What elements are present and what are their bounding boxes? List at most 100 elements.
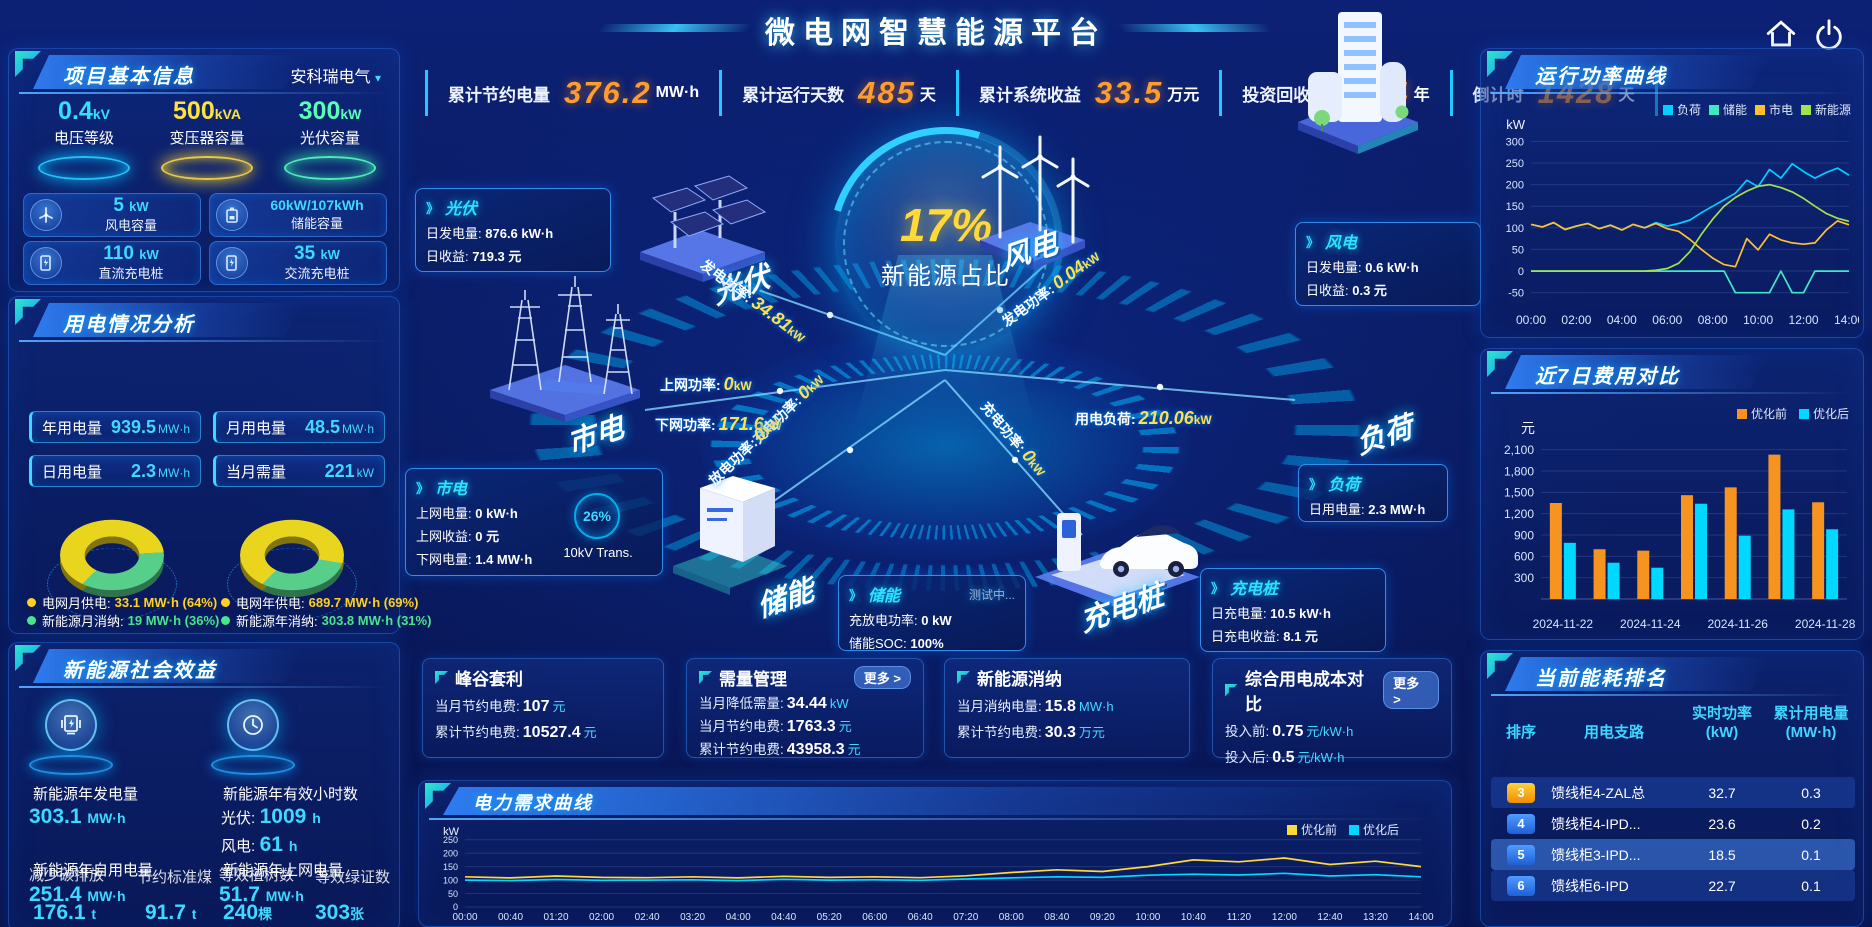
svg-text:13:20: 13:20 [1363, 912, 1388, 923]
spotlight-disc [161, 156, 253, 180]
table-row[interactable]: 4 馈线柜4-IPD... 23.6 0.2 [1491, 808, 1855, 839]
chevrons-icon: 》 [849, 587, 863, 603]
renewable-percent: 17% [899, 198, 993, 251]
table-row[interactable]: 5 馈线柜3-IPD... 18.5 0.1 [1491, 839, 1855, 870]
chevron-down-icon[interactable]: ▾ [374, 71, 381, 85]
card-wind-capacity: 5 kW 风电容量 [23, 193, 201, 237]
panel-title: 当前能耗排名 [1535, 668, 1667, 690]
panel-header-bar [1505, 657, 1769, 691]
legend-swatch [1736, 408, 1747, 419]
center-glow [700, 330, 1190, 560]
panel-title: 用电情况分析 [63, 314, 195, 336]
table-row[interactable]: 3 馈线柜4-ZAL总 32.7 0.3 [1491, 777, 1855, 808]
svg-text:250: 250 [1506, 158, 1524, 170]
wind-node-icon [955, 122, 1105, 277]
svg-text:06:40: 06:40 [908, 912, 933, 923]
svg-text:250: 250 [443, 835, 458, 845]
legend-swatch [1662, 104, 1673, 115]
panel-demand-curve: 电力需求曲线 优化前 优化后 kW 250 200 150 100 50 0 00:00 00:… [418, 780, 1452, 927]
panel-header-bar [33, 303, 302, 337]
svg-text:300: 300 [1506, 136, 1524, 148]
transformer-label: 10kV Trans. [563, 545, 633, 560]
legend-swatch [1287, 824, 1297, 835]
svg-text:14:00: 14:00 [1834, 313, 1859, 327]
chevrons-icon: 》 [1309, 476, 1323, 492]
legend-swatch [1798, 408, 1809, 419]
tree-value: 240棵 [223, 901, 273, 924]
svg-text:10:00: 10:00 [1135, 912, 1160, 923]
panel-corner-icon [15, 645, 41, 671]
panel-energy-ranking: 当前能耗排名 排序 用电支路 实时功率(kW) 累计用电量(MW·h) 3 馈线… [1480, 650, 1864, 927]
chevrons-icon: 》 [1306, 234, 1320, 250]
power-icon[interactable] [1812, 18, 1846, 52]
spotlight-disc [38, 156, 130, 180]
spot-transformer: 500kVA 变压器容量 [148, 97, 266, 180]
svg-text:300: 300 [1514, 571, 1534, 585]
wind-turbine-icon [30, 199, 62, 231]
svg-text:元: 元 [1521, 421, 1535, 436]
svg-text:2024-11-28: 2024-11-28 [1795, 617, 1856, 631]
svg-text:2024-11-22: 2024-11-22 [1533, 617, 1594, 631]
panel-header-bar [1505, 355, 1769, 389]
panel-title: 电力需求曲线 [473, 793, 593, 813]
more-button[interactable]: 更多 > [853, 666, 911, 689]
infobox-storage: 》储能 测试中... 充放电功率: 0 kW 储能SOC: 100% [838, 575, 1026, 651]
power-curve-legend: 负荷 储能 市电 新能源 [1662, 101, 1851, 118]
svg-text:100: 100 [443, 875, 458, 885]
more-button[interactable]: 更多 > [1383, 671, 1439, 709]
company-dropdown[interactable]: 安科瑞电气 ▾ [290, 69, 382, 86]
svg-text:05:20: 05:20 [817, 912, 842, 923]
self-use-value: 251.4 MW·h [29, 883, 126, 906]
pill-month-usage: 月用电量 48.5 MW·h [213, 411, 385, 443]
legend-dot [221, 616, 230, 625]
pv-hours: 光伏: 1009 h [221, 805, 321, 828]
panel-title: 近7日费用对比 [1535, 366, 1681, 388]
card-cost-compare: 综合用电成本对比 更多 > 投入前: 0.75 元/kW·h 投入后: 0.5 元/kW·… [1212, 658, 1452, 766]
solar-node-icon [625, 160, 775, 290]
svg-text:0: 0 [1518, 266, 1524, 278]
home-icon[interactable] [1764, 18, 1798, 52]
storage-node-icon [655, 448, 805, 613]
kpi-saved-energy: 累计节约电量 376.2 MW·h [425, 70, 719, 116]
legend-dot [221, 598, 230, 607]
svg-text:00:00: 00:00 [452, 912, 477, 923]
svg-text:04:00: 04:00 [726, 912, 751, 923]
co2-value: 176.1 t [33, 901, 97, 924]
svg-text:0: 0 [453, 902, 458, 912]
card-corner-icon [699, 671, 712, 684]
infobox-load: 》负荷 日用电量: 2.3 MW·h [1298, 464, 1448, 522]
pv-panel-bolt-icon [45, 699, 97, 751]
panel-corner-icon [1487, 351, 1513, 377]
panel-cost-compare: 近7日费用对比 优化前 优化后 元 2,100 1,800 1,500 1,200 900… [1480, 348, 1864, 640]
chevrons-icon: 》 [1211, 580, 1225, 596]
infobox-wind: 》风电 日发电量: 0.6 kW·h 日收益: 0.3 元 [1295, 222, 1481, 306]
svg-text:10:40: 10:40 [1181, 912, 1206, 923]
svg-text:200: 200 [1506, 180, 1524, 192]
svg-text:06:00: 06:00 [862, 912, 887, 923]
spot-pv-capacity: 300kW 光伏容量 [271, 97, 389, 180]
svg-text:200: 200 [443, 848, 458, 858]
page-title: 微电网智慧能源平台 [765, 17, 1107, 50]
svg-text:100: 100 [1506, 223, 1524, 235]
svg-text:08:00: 08:00 [999, 912, 1024, 923]
coal-value: 91.7 t [145, 901, 197, 924]
flow-offtake-power: 下网功率: 171.6kW [655, 414, 782, 434]
flow-feedin-power: 上网功率: 0kW [660, 374, 752, 394]
legend-dot [27, 598, 36, 607]
svg-text:2024-11-24: 2024-11-24 [1620, 617, 1681, 631]
pill-year-usage: 年用电量 939.5 MW·h [29, 411, 201, 443]
panel-corner-icon [15, 299, 41, 325]
legend-swatch [1800, 104, 1811, 115]
co2-label: 减少碳排放 [29, 867, 105, 884]
legend-swatch [1349, 824, 1360, 835]
legend-dot [27, 616, 36, 625]
panel-header-bar [1505, 55, 1769, 89]
svg-text:-50: -50 [1508, 288, 1524, 300]
ranking-rows: 3 馈线柜4-ZAL总 32.7 0.3 4 馈线柜4-IPD... 23.6 … [1491, 777, 1855, 901]
rank-badge: 5 [1507, 844, 1535, 865]
table-row[interactable]: 6 馈线柜6-IPD 22.7 0.1 [1491, 870, 1855, 901]
clock-icon [227, 699, 279, 751]
wind-hours: 风电: 61 h [221, 833, 298, 856]
svg-text:00:00: 00:00 [1516, 313, 1546, 327]
